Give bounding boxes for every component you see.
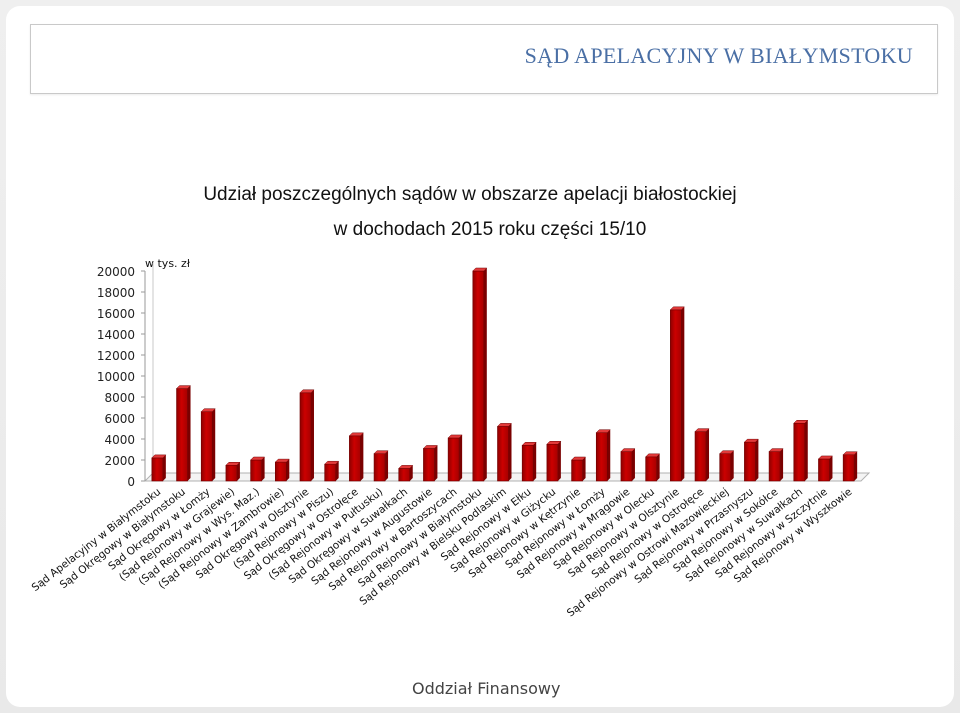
bar-side [730,450,734,481]
bar-side [804,420,808,481]
bar [768,451,781,482]
bar [620,451,633,482]
bar-side [681,306,685,481]
bar-side [187,385,191,481]
bar [818,458,830,482]
header-title: SĄD APELACYJNY W BIAŁYMSTOKU [524,43,913,68]
chart-title: Udział poszczególnych sądów w obszarze a… [203,184,737,205]
bar-side [706,428,710,481]
bar-side [829,455,833,481]
y-tick-label: 10000 [97,370,135,384]
y-tick-label: 2000 [104,454,135,468]
bar [349,435,361,482]
bar-side [310,389,314,481]
y-tick-label: 0 [127,475,135,489]
bar-side [631,448,635,481]
bar-side [261,457,265,481]
bar-side [335,461,339,481]
bar [694,431,707,482]
bar [595,432,608,482]
bar-side [385,450,389,481]
bar-side [212,408,216,481]
bar-side [236,462,240,481]
bar [373,453,386,482]
header-band: SĄD APELACYJNY W BIAŁYMSTOKU [30,24,938,94]
bar-side [360,432,364,481]
y-tick-label: 4000 [104,433,135,447]
bar [324,463,336,482]
bar-side [459,434,463,481]
bar [744,441,756,482]
chart-subtitle: w dochodach 2015 roku części 15/10 [333,219,647,240]
y-tick-label: 12000 [97,349,135,363]
bar [274,461,287,482]
bar-side [434,445,438,481]
bar [423,448,435,482]
y-tick-label: 20000 [97,265,135,279]
bar-side [409,465,413,481]
bar [299,392,312,482]
bar-side [286,459,290,481]
bar [571,459,583,482]
y-tick-label: 18000 [97,286,135,300]
bar [842,454,855,482]
y-tick-label: 14000 [97,328,135,342]
bar [497,426,509,482]
bar [176,388,188,482]
bar [250,459,262,482]
bar [645,456,657,482]
bar-side [755,439,759,481]
bar [670,309,682,482]
bar [398,468,411,482]
bar-side [162,454,166,481]
y-tick-label: 6000 [104,412,135,426]
bar [793,422,806,482]
bar-side [533,442,537,481]
bar-side [508,423,512,481]
y-tick-label: 8000 [104,391,135,405]
unit-label: w tys. zł [145,257,190,270]
bar-side [854,451,858,481]
bar-side [607,429,611,481]
bar [447,437,460,482]
bar-side [780,448,784,481]
bar-side [483,268,487,481]
footer-text: Oddział Finansowy [412,679,561,698]
bar-side [656,453,660,481]
bar-side [557,441,561,481]
bar [225,464,238,482]
bar [546,443,559,482]
bar [151,457,164,482]
bar [521,444,534,482]
y-tick-label: 16000 [97,307,135,321]
bar-side [582,457,586,481]
bar [200,411,213,482]
bar [719,453,732,482]
bar [472,270,485,482]
